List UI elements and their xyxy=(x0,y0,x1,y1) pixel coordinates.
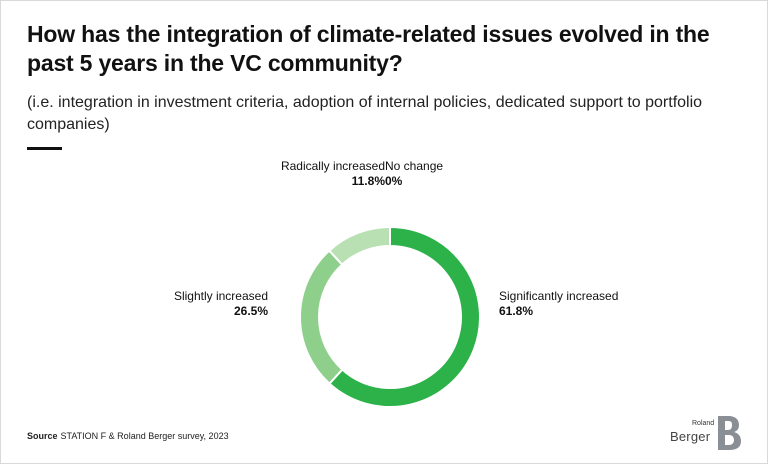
logo-top-word: Roland xyxy=(692,420,715,427)
title-underline xyxy=(27,147,62,150)
donut-slice-slightly-increased xyxy=(299,249,344,386)
source-text: STATION F & Roland Berger survey, 2023 xyxy=(60,431,229,441)
chart-subtitle: (i.e. integration in investment criteria… xyxy=(27,94,703,133)
donut-slice-significantly-increased xyxy=(328,225,481,408)
slice-label-no-change: No change 0% xyxy=(385,159,443,189)
slice-value: 26.5% xyxy=(233,304,268,318)
slice-label-significantly-increased: Significantly increased 61.8% xyxy=(499,289,618,319)
logo-b-mark-icon xyxy=(718,416,741,450)
slice-value: 61.8% xyxy=(499,304,534,318)
donut-slice-radically-increased xyxy=(327,225,391,267)
source-note: Source STATION F & Roland Berger survey, … xyxy=(27,431,229,441)
slice-name: No change xyxy=(385,159,444,173)
slice-name: Slightly increased xyxy=(173,289,268,303)
roland-berger-logo: Roland Berger xyxy=(666,415,746,451)
source-key: Source xyxy=(27,431,58,441)
slice-label-radically-increased: Radically increased 11.8% xyxy=(281,159,385,189)
slice-value: 11.8% xyxy=(351,174,385,188)
slice-name: Radically increased xyxy=(280,159,385,173)
chart-title: How has the integration of climate-relat… xyxy=(27,21,710,76)
slice-label-slightly-increased: Slightly increased 26.5% xyxy=(174,289,268,319)
logo-main-word: Berger xyxy=(670,429,711,444)
slice-name: Significantly increased xyxy=(499,289,619,303)
slice-value: 0% xyxy=(385,174,403,188)
